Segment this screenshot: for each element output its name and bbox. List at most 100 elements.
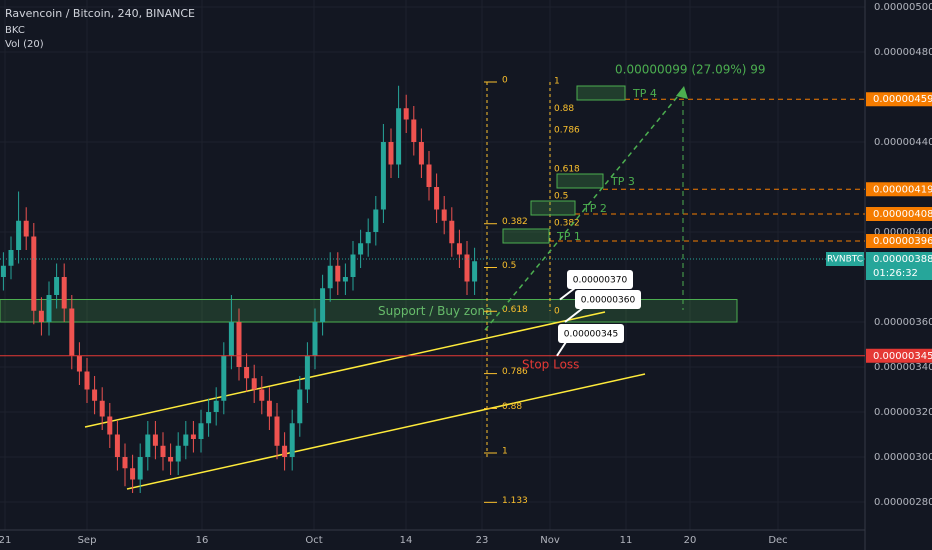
candle-body <box>206 412 212 424</box>
x-tick-label: 14 <box>400 535 413 546</box>
projection-head <box>676 86 688 99</box>
x-tick-label: 21 <box>0 535 11 546</box>
y-tick-label: 0.00000480 <box>874 47 932 58</box>
candle-body <box>198 423 204 440</box>
y-tick-label: 0.00000340 <box>874 362 932 373</box>
fib-label: 0.5 <box>554 192 568 202</box>
callout-box <box>567 270 633 289</box>
candle-body <box>244 367 250 379</box>
level-tag <box>866 348 932 363</box>
fib-label: 0.382 <box>502 217 528 227</box>
target-box <box>556 173 604 189</box>
candle-body <box>31 236 37 311</box>
candle-body <box>259 389 265 401</box>
candle-body <box>61 277 67 309</box>
candle-body <box>228 322 234 356</box>
candle-body <box>441 209 447 221</box>
projection-label: 0.00000099 (27.09%) 99 <box>615 63 766 77</box>
candle-body <box>388 142 394 165</box>
x-tick-label: 16 <box>196 535 209 546</box>
level-label: 0.00000345 <box>873 351 932 362</box>
candle-body <box>327 265 333 289</box>
candle-body <box>175 445 181 462</box>
candle-body <box>251 378 257 390</box>
indicator-label: BKC <box>5 25 25 36</box>
candle-body <box>418 142 424 165</box>
plot: Support / Buy zona <box>0 85 738 494</box>
candle-body <box>0 265 6 278</box>
candle-body <box>183 434 189 446</box>
x-tick-label: Sep <box>78 535 97 546</box>
level-label: 0.00000408 <box>873 209 932 220</box>
x-tick-label: 20 <box>684 535 697 546</box>
target-box <box>530 200 576 216</box>
candle-body <box>54 277 60 296</box>
candle-body <box>358 243 364 255</box>
candle-body <box>168 457 174 462</box>
candle-body <box>289 423 295 458</box>
level-tag <box>866 92 932 107</box>
level-label: 0.00000396 <box>873 236 932 247</box>
callout-label: 0.00000360 <box>581 296 636 306</box>
x-tick-label: Oct <box>305 535 322 546</box>
candle-body <box>8 250 14 266</box>
candle-body <box>23 220 29 237</box>
candle-body <box>221 355 227 401</box>
fib-label: 0.786 <box>502 367 528 377</box>
level-tag <box>866 234 932 249</box>
callout-box <box>558 324 624 343</box>
fib-label: 1 <box>502 447 508 457</box>
fib-label: 0.618 <box>502 305 528 315</box>
candle-body <box>449 220 455 244</box>
candle-body <box>92 389 98 401</box>
candle-body <box>130 468 136 480</box>
candle-body <box>266 400 272 417</box>
countdown: 01:26:32 <box>873 268 918 279</box>
fib-label: 1.133 <box>502 496 528 506</box>
candle-body <box>152 434 158 446</box>
candle-body <box>350 254 356 278</box>
callout-pointer <box>564 307 584 323</box>
candle-body <box>464 254 470 282</box>
candle-body <box>99 400 105 417</box>
target-box <box>576 85 626 101</box>
candle-body <box>145 434 151 458</box>
level-tag <box>866 207 932 222</box>
candle-body <box>472 261 478 282</box>
candle-body <box>380 142 386 210</box>
fib-label: 0.88 <box>554 104 574 114</box>
fib-label: 1 <box>554 77 560 87</box>
callout-box <box>575 290 641 309</box>
candle-body <box>107 416 113 435</box>
y-tick-label: 0.00000320 <box>874 407 932 418</box>
candle-body <box>396 108 402 165</box>
level-tag <box>866 182 932 197</box>
target-box <box>502 228 550 244</box>
candle-body <box>456 243 462 255</box>
candle-body <box>16 220 22 251</box>
stop-loss-label: Stop Loss <box>522 358 579 372</box>
level-label: 0.00000459 <box>873 94 932 105</box>
y-tick-label: 0.00000500 <box>874 2 932 13</box>
x-tick-label: Dec <box>768 535 787 546</box>
zone-label: Support / Buy zona <box>378 304 492 318</box>
candle-body <box>373 209 379 233</box>
target-label: TP 3 <box>610 175 635 188</box>
x-tick-label: Nov <box>540 535 560 546</box>
candle-body <box>342 277 348 282</box>
candle-body <box>297 389 303 424</box>
fib-label: 0.618 <box>554 164 580 174</box>
callout-label: 0.00000370 <box>573 276 628 286</box>
candle-body <box>213 400 219 413</box>
candle-body <box>282 445 288 458</box>
volume-label: Vol (20) <box>5 39 44 50</box>
candle-body <box>84 371 90 390</box>
target-label: TP 4 <box>632 87 657 100</box>
candle-body <box>335 265 341 282</box>
channel-upper <box>84 311 606 428</box>
last-price-tag <box>866 252 932 281</box>
y-tick-label: 0.00000300 <box>874 452 932 463</box>
symbol-label: RVNBTC <box>827 255 863 265</box>
candle-body <box>114 434 120 458</box>
